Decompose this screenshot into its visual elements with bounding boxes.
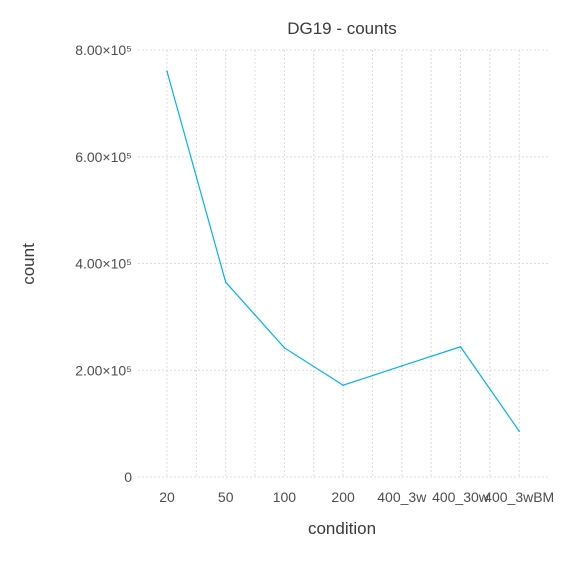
data-point bbox=[401, 365, 403, 367]
data-point bbox=[166, 70, 168, 73]
data-point bbox=[224, 281, 227, 283]
x-tick-label: 200 bbox=[331, 489, 355, 505]
series-group bbox=[166, 70, 520, 432]
chart-title: DG19 - counts bbox=[287, 19, 397, 38]
y-axis-label: count bbox=[19, 243, 38, 285]
y-tick-label: 6.00×10⁵ bbox=[75, 149, 132, 165]
data-point bbox=[283, 347, 286, 349]
y-tick-label: 8.00×10⁵ bbox=[75, 42, 132, 58]
x-tick-label: 50 bbox=[218, 489, 234, 505]
data-point bbox=[342, 384, 344, 386]
y-tick-label: 2.00×10⁵ bbox=[75, 362, 132, 378]
data-point bbox=[518, 430, 520, 432]
x-tick-label: 100 bbox=[273, 489, 297, 505]
x-tick-label: 20 bbox=[159, 489, 175, 505]
grid bbox=[138, 49, 548, 478]
y-axis-ticks: 0 2.00×10⁵ 4.00×10⁵ 6.00×10⁵ 8.00×10⁵ bbox=[75, 42, 132, 485]
x-axis-label: condition bbox=[308, 519, 376, 538]
y-tick-label: 4.00×10⁵ bbox=[75, 256, 132, 272]
x-tick-label: 400_3w bbox=[377, 489, 427, 505]
data-point bbox=[459, 345, 462, 348]
x-tick-label: 400_30w bbox=[432, 489, 490, 505]
x-tick-label: 400_3wBM bbox=[484, 489, 554, 505]
y-tick-label: 0 bbox=[124, 469, 132, 485]
